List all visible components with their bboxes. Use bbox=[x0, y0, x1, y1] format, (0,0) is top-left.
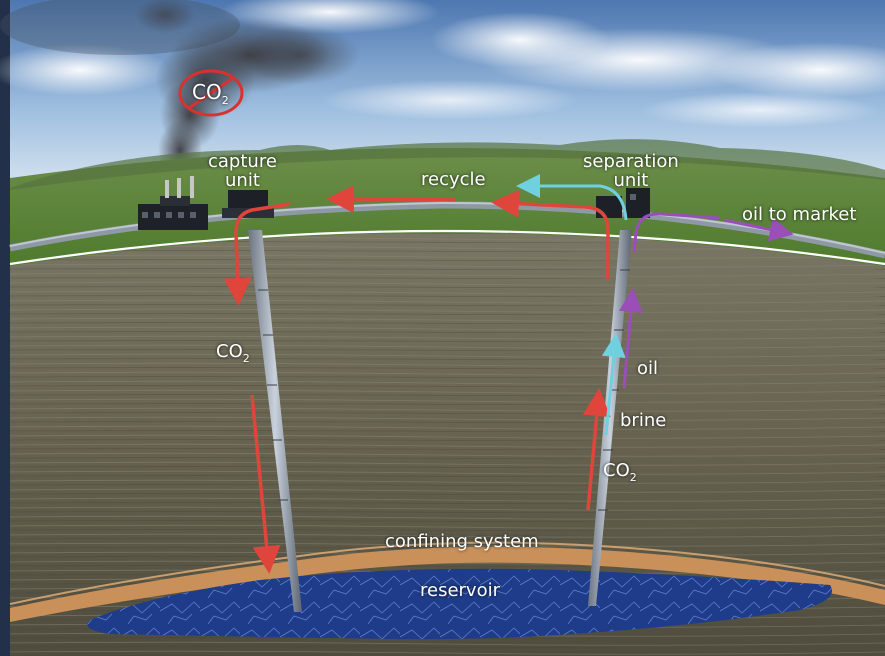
reservoir-label: reservoir bbox=[420, 580, 500, 601]
oil-to-market-label: oil to market bbox=[742, 204, 857, 225]
no-emission-icon bbox=[178, 69, 244, 117]
capture-label-line2: unit bbox=[225, 169, 260, 191]
confining-system-label: confining system bbox=[385, 531, 539, 552]
power-plant-icon bbox=[138, 176, 208, 230]
brine-flow-arrows bbox=[516, 174, 628, 436]
separation-label-line1: separation bbox=[583, 151, 679, 172]
co2-emission-label: CO2 bbox=[192, 80, 229, 107]
clouds bbox=[0, 0, 885, 128]
reservoir-zone bbox=[87, 568, 832, 640]
capture-label-line1: capture bbox=[208, 151, 277, 172]
recycle-label: recycle bbox=[421, 169, 486, 190]
separation-label-line2: unit bbox=[613, 169, 649, 191]
capture-unit-label: capture unit bbox=[208, 151, 277, 191]
co2-injection-label: CO2 bbox=[216, 341, 250, 365]
oil-flow-arrows bbox=[618, 212, 794, 389]
hills bbox=[10, 139, 885, 190]
oil-label: oil bbox=[637, 358, 659, 379]
grass-surface bbox=[10, 148, 885, 272]
capture-unit-icon bbox=[222, 190, 274, 218]
co2-flow-arrows bbox=[223, 185, 611, 574]
injection-well bbox=[248, 230, 302, 612]
separation-unit-label: separation unit bbox=[583, 151, 679, 191]
brine-label: brine bbox=[620, 410, 667, 431]
ground-line bbox=[9, 229, 885, 266]
confining-layer bbox=[10, 546, 885, 622]
co2-return-label: CO2 bbox=[603, 460, 637, 484]
